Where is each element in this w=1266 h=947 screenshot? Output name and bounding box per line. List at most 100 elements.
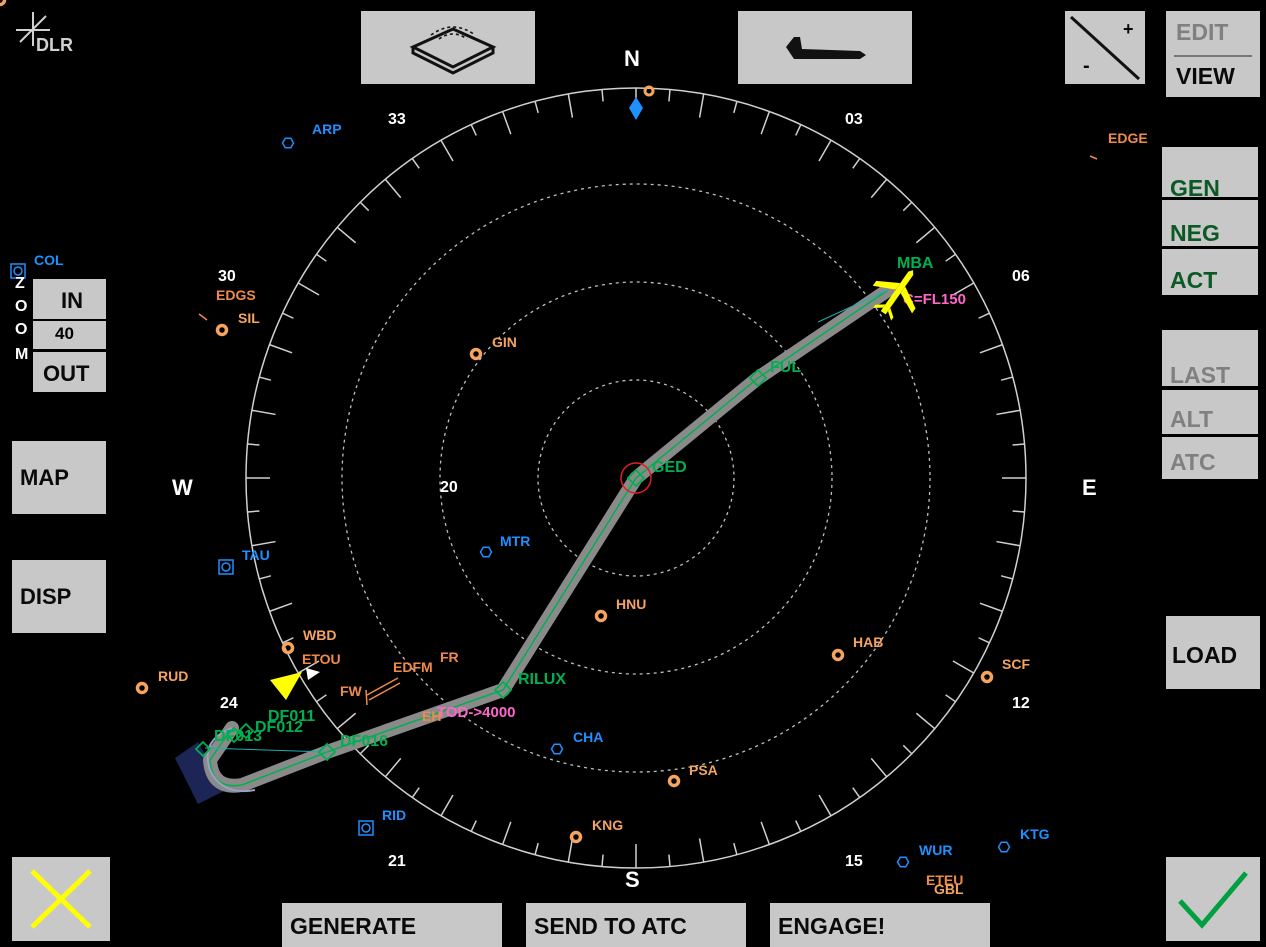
compass-tick — [534, 101, 539, 114]
side-view-button[interactable] — [738, 11, 912, 84]
airport-edge-runway-icon — [1089, 155, 1098, 160]
compass-tick — [1012, 443, 1025, 446]
compass-tick — [795, 820, 802, 832]
alt-button[interactable]: ALT — [1162, 390, 1258, 434]
navaid-label: KNG — [592, 817, 623, 833]
confirm-check-icon — [1178, 871, 1248, 929]
navaid-arp: ARP — [281, 121, 342, 149]
compass-tick — [297, 282, 320, 296]
3d-view-button[interactable] — [361, 11, 535, 84]
last-button[interactable]: LAST — [1162, 330, 1258, 388]
compass-tick — [760, 111, 771, 135]
edit-label: EDIT — [1176, 19, 1229, 45]
zoom-scale-button[interactable]: + - — [1065, 11, 1145, 84]
compass-tick — [902, 201, 913, 212]
waypoint-df011-icon — [237, 722, 255, 740]
compass-tick — [251, 409, 276, 416]
compass-tick — [316, 253, 327, 262]
scale-diagonal-icon — [1069, 15, 1141, 81]
vor-dme-center-icon — [13, 266, 23, 276]
navaid-tau: TAU — [218, 547, 270, 575]
waypoint-ged-icon — [626, 468, 646, 488]
zoom-letter-o2: O — [15, 321, 28, 338]
zoom-value-box: 40 — [33, 321, 106, 349]
compass-tick — [978, 312, 990, 319]
load-button[interactable]: LOAD — [1166, 616, 1260, 689]
navaid-label: RUD — [158, 668, 188, 684]
navaid-scf: SCF — [980, 656, 1030, 684]
heading-15: 15 — [845, 853, 863, 870]
send-to-atc-button[interactable]: SEND TO ATC — [526, 903, 746, 947]
range-ring-middle — [439, 281, 833, 675]
navaid-mtr: MTR — [479, 533, 530, 558]
zoom-in-button[interactable]: IN — [33, 279, 106, 319]
vor-dme-center-icon — [221, 562, 231, 572]
last-label: LAST — [1170, 362, 1231, 388]
vor-hexagon-icon — [550, 743, 564, 755]
navaid-eteu: ETEU — [926, 872, 963, 888]
navaid-gin: GIN — [469, 334, 517, 361]
navaid-label: ETEU — [926, 872, 963, 888]
scale-minus-label: - — [1083, 55, 1090, 77]
waypoint-df016-icon — [317, 742, 337, 762]
compass-tick — [668, 854, 671, 867]
compass-tick — [470, 124, 477, 136]
neg-button[interactable]: NEG — [1162, 200, 1258, 246]
navaid-edfm: EDFM — [393, 659, 433, 675]
navaid-ktg: KTG — [997, 826, 1050, 853]
compass-tick — [1000, 575, 1013, 580]
compass-tick — [952, 282, 975, 296]
atc-button[interactable]: ATC — [1162, 437, 1258, 479]
act-button[interactable]: ACT — [1162, 249, 1258, 295]
disp-label: DISP — [20, 583, 72, 609]
compass-tick — [470, 820, 477, 832]
map-button[interactable]: MAP — [12, 441, 106, 514]
ndb-beacon-icon — [831, 648, 845, 662]
ndb-beacon-icon — [215, 323, 229, 337]
generate-button[interactable]: GENERATE — [282, 903, 502, 947]
route-corridor-turn-arc — [206, 727, 256, 792]
confirm-button[interactable] — [1166, 857, 1260, 941]
gen-button[interactable]: GEN — [1162, 147, 1258, 201]
navaid-label: FW — [340, 683, 363, 699]
engage-button[interactable]: ENGAGE! — [770, 903, 990, 947]
vor-dme-icon — [218, 559, 234, 575]
compass-tick — [501, 821, 512, 845]
navaid-label: GBL — [934, 881, 964, 897]
waypoint-label-rilux: RILUX — [518, 671, 566, 688]
navaid-label: ETOU — [302, 651, 341, 667]
ndb-beacon-icon — [135, 681, 149, 695]
cardinal-east: E — [1082, 475, 1097, 500]
alt-label: ALT — [1170, 406, 1214, 432]
vor-hexagon-icon — [896, 856, 910, 868]
edit-view-toggle[interactable]: EDIT VIEW — [1166, 11, 1260, 97]
zoom-in-label: IN — [61, 288, 83, 313]
view-label: VIEW — [1176, 63, 1235, 89]
compass-ticks — [246, 88, 1026, 868]
navaid-edgs: EDGS — [216, 287, 256, 303]
scale-plus-label: + — [1123, 19, 1134, 39]
compass-tick — [952, 660, 975, 674]
navaid-hab: HAB — [831, 634, 883, 662]
runway-icon — [175, 742, 226, 804]
cancel-button[interactable] — [12, 857, 110, 941]
navaid-label: SCF — [1002, 656, 1030, 672]
compass-tick — [915, 226, 936, 244]
navaid-gbl: GBL — [0, 0, 964, 897]
waypoint-df012-icon — [225, 726, 243, 744]
compass-tick — [979, 343, 1003, 354]
compass-tick — [282, 312, 294, 319]
compass-tick — [818, 794, 832, 817]
active-waypoint-circle — [620, 462, 652, 494]
compass-tick — [297, 660, 320, 674]
neg-label: NEG — [1170, 220, 1220, 246]
waypoint-df013-icon — [194, 740, 212, 758]
disp-button[interactable]: DISP — [12, 560, 106, 633]
zoom-value: 40 — [55, 324, 74, 343]
airport-edfm-runway-icon — [365, 677, 401, 706]
compass-tick — [316, 694, 327, 703]
vor-dme-icon — [10, 263, 26, 279]
dlr-logo: DLR — [12, 8, 82, 56]
zoom-out-button[interactable]: OUT — [33, 352, 106, 392]
compass-tick — [733, 101, 738, 114]
